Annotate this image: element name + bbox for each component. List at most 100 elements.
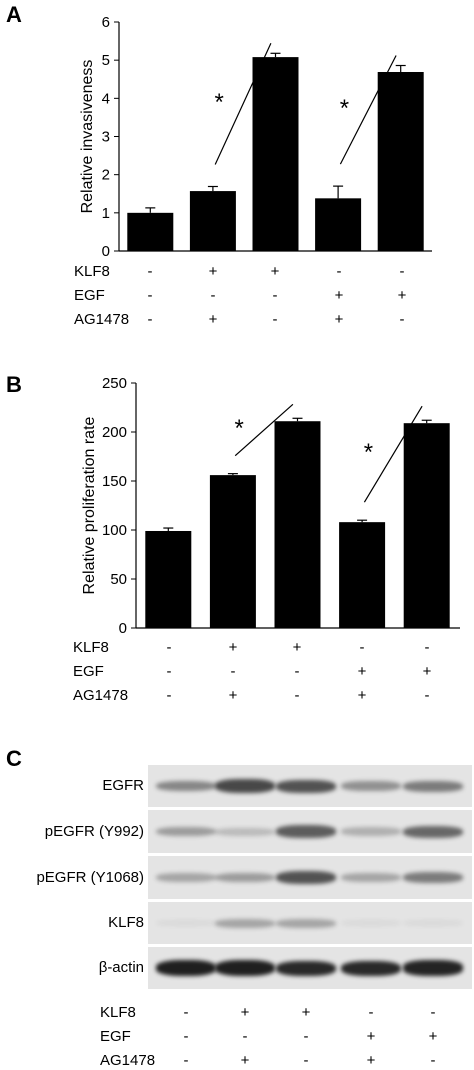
condition-symbol: - <box>272 287 278 304</box>
significance-line <box>363 405 423 503</box>
condition-symbol: + <box>366 1052 376 1069</box>
blot-band <box>276 779 336 793</box>
condition-symbol: - <box>368 1004 374 1021</box>
condition-symbol: + <box>270 263 280 280</box>
blot-band <box>403 872 463 883</box>
condition-symbol: - <box>242 1028 248 1045</box>
significance-line <box>234 403 294 457</box>
condition-symbol: + <box>357 687 367 704</box>
condition-symbol: - <box>303 1052 309 1069</box>
blot-band <box>403 825 463 838</box>
blot-band <box>215 918 275 928</box>
bar <box>252 57 299 251</box>
condition-symbol: + <box>334 311 344 328</box>
condition-symbol: + <box>240 1004 250 1021</box>
proliferation-chart: 0 50 100 150 200 250 Relative proliferation ra… <box>81 375 460 637</box>
y-tick-label: 0 <box>119 620 127 637</box>
condition-symbol: + <box>228 687 238 704</box>
condition-symbol: - <box>210 287 216 304</box>
blot-strip <box>148 902 472 944</box>
blot-band <box>276 871 336 884</box>
bar <box>339 522 386 628</box>
blot-band <box>156 780 216 792</box>
condition-symbol: - <box>399 263 405 280</box>
condition-symbol: + <box>334 287 344 304</box>
y-tick-label: 5 <box>102 52 110 69</box>
condition-symbol: - <box>424 687 430 704</box>
condition-symbol: - <box>294 663 300 680</box>
condition-symbol: - <box>183 1004 189 1021</box>
condition-symbol: + <box>240 1052 250 1069</box>
condition-symbol: - <box>399 311 405 328</box>
condition-label-klf8: KLF8 <box>74 263 110 280</box>
significance-line <box>214 43 272 165</box>
y-tick-label: 250 <box>102 375 127 392</box>
y-tick-label: 1 <box>102 205 110 222</box>
y-tick-label: 2 <box>102 167 110 184</box>
blot-band <box>276 960 336 976</box>
blot-band <box>341 781 401 791</box>
significance-star: * <box>235 415 244 442</box>
blot-band <box>403 919 463 927</box>
y-tick-label: 6 <box>102 14 110 31</box>
blot-row-label: pEGFR (Y992) <box>44 822 144 840</box>
blot-band <box>156 919 216 927</box>
blot-band <box>341 827 401 836</box>
blot-row-label: KLF8 <box>108 914 144 931</box>
condition-symbol: - <box>303 1028 309 1045</box>
blot-band <box>156 826 216 837</box>
blot-band <box>215 827 275 836</box>
significance-line <box>339 55 397 165</box>
condition-symbol: - <box>183 1028 189 1045</box>
blot-band <box>341 873 401 882</box>
bar <box>189 191 236 251</box>
bar <box>315 198 362 251</box>
condition-label-klf8: KLF8 <box>100 1004 136 1021</box>
condition-symbol: - <box>424 639 430 656</box>
bar <box>127 212 174 251</box>
blot-band <box>341 919 401 927</box>
condition-label-egf: EGF <box>73 663 104 680</box>
condition-symbol: - <box>166 687 172 704</box>
significance-star: * <box>364 439 373 466</box>
blot-row-label: pEGFR (Y1068) <box>36 868 144 886</box>
condition-label-ag1478: AG1478 <box>100 1052 156 1069</box>
panel-c-label: C <box>6 746 22 771</box>
condition-symbol: + <box>208 311 218 328</box>
blot-row-label: EGFR <box>102 777 144 794</box>
condition-symbol: + <box>228 639 238 656</box>
condition-label-ag1478: AG1478 <box>73 687 129 704</box>
condition-symbol: + <box>208 263 218 280</box>
blot-band <box>156 873 216 882</box>
blot-band <box>215 960 275 976</box>
bar <box>209 475 256 628</box>
condition-symbol: - <box>147 287 153 304</box>
condition-label-egf: EGF <box>74 287 105 304</box>
condition-symbol: - <box>166 639 172 656</box>
blot-band <box>276 825 336 838</box>
blot-band <box>215 872 275 883</box>
condition-symbol: + <box>301 1004 311 1021</box>
bar <box>145 530 192 628</box>
condition-symbol: - <box>272 311 278 328</box>
condition-symbol: + <box>292 639 302 656</box>
y-tick-label: 0 <box>102 243 110 260</box>
y-tick-label: 3 <box>102 129 110 146</box>
y-tick-label: 50 <box>110 571 127 588</box>
blot-band <box>156 960 216 976</box>
condition-symbol: - <box>147 311 153 328</box>
condition-label-ag1478: AG1478 <box>74 311 130 328</box>
blot-band <box>341 960 401 976</box>
blot-band <box>276 918 336 928</box>
condition-symbol: - <box>430 1052 436 1069</box>
bar <box>403 423 450 628</box>
condition-symbol: + <box>366 1028 376 1045</box>
condition-label-klf8: KLF8 <box>73 639 109 656</box>
y-tick-label: 4 <box>102 90 110 107</box>
condition-symbol: - <box>336 263 342 280</box>
condition-symbol: - <box>359 639 365 656</box>
y-tick-label: 100 <box>102 522 127 539</box>
y-axis-label: Relative proliferation rate <box>81 416 98 594</box>
condition-symbol: - <box>230 663 236 680</box>
condition-symbol: + <box>428 1028 438 1045</box>
